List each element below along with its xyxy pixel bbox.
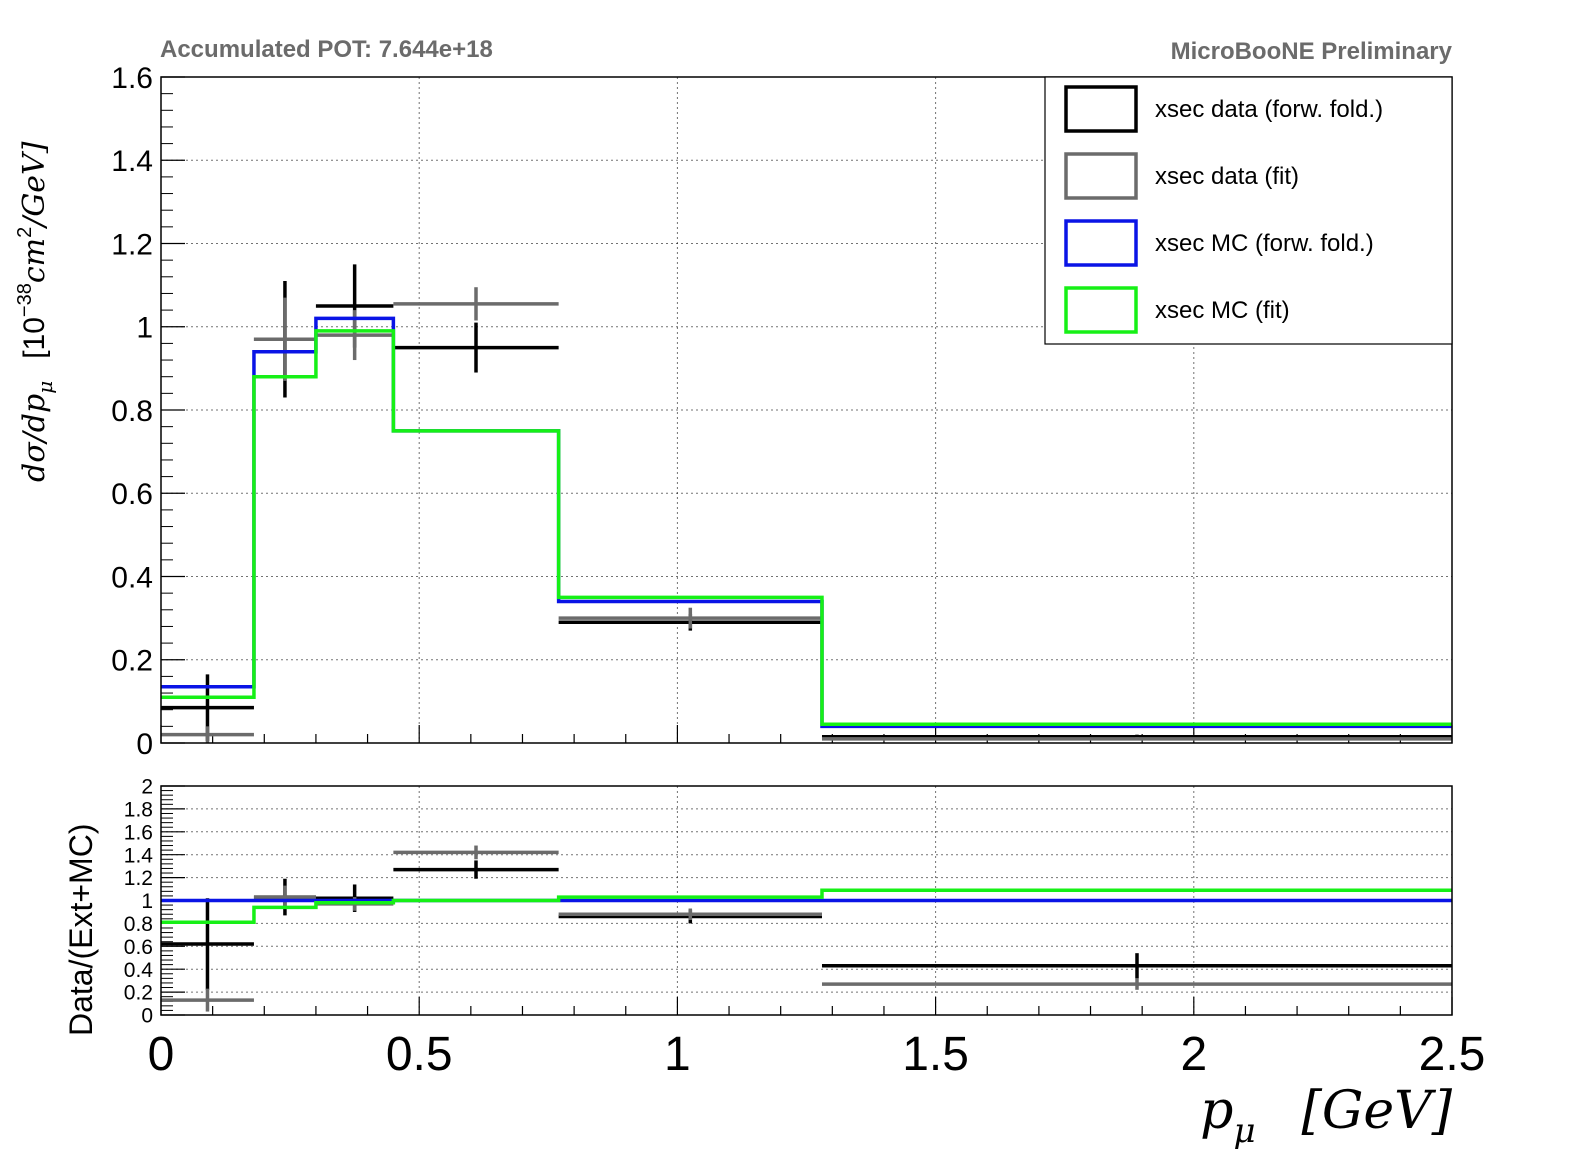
top-y-tick-label: 1 <box>136 312 153 345</box>
bot-y-tick-label: 0.4 <box>124 959 154 982</box>
top-panel-series <box>161 264 1452 743</box>
top-data-point-fit <box>821 737 1452 741</box>
legend-swatch <box>1064 85 1138 133</box>
top-panel-ticks: 0 0.2 0.4 0.6 0.8 1 1.2 1.4 1.6 <box>111 62 1453 761</box>
bot-y-tick-label: 0 <box>141 1005 153 1028</box>
bot-y-tick-label: 0.2 <box>124 982 153 1005</box>
preliminary-header: MicroBooNE Preliminary <box>1171 38 1453 65</box>
x-tick-label: 2 <box>1180 1028 1207 1081</box>
legend-label: xsec MC (forw. fold.) <box>1155 230 1374 257</box>
bot-y-tick-label: 0.6 <box>124 936 153 959</box>
x-tick-label: 1 <box>664 1028 691 1081</box>
bot-data-point-fit <box>393 845 559 860</box>
bot-data-point-fit <box>821 978 1452 990</box>
bot-data-point-forw-fold <box>393 860 559 879</box>
legend-entry: xsec MC (fit) <box>1064 286 1290 334</box>
bot-y-tick-label: 1.4 <box>124 844 154 867</box>
bot-data-point-fit <box>558 908 822 920</box>
legend-swatch <box>1064 219 1138 267</box>
legend-box <box>1044 76 1453 345</box>
top-y-tick-label: 1.2 <box>111 228 153 261</box>
top-y-axis-label: dσ/dpμ[10−38cm2/GeV] <box>14 141 57 482</box>
top-y-tick-label: 0.8 <box>111 395 153 428</box>
legend: xsec data (forw. fold.) xsec data (fit) xs… <box>1044 76 1453 345</box>
top-y-tick-label: 0 <box>136 728 153 761</box>
top-y-tick-label: 1.4 <box>111 145 153 178</box>
bot-data-point-forw-fold <box>161 898 254 990</box>
legend-swatch <box>1064 286 1138 334</box>
bot-step-line-mc-fit <box>161 888 1452 925</box>
top-step-line-mc-fit <box>161 329 1452 727</box>
x-tick-label: 2.5 <box>1419 1028 1486 1081</box>
bot-y-tick-label: 2 <box>141 776 153 799</box>
ratio-panel-ticks: 00.20.40.60.811.21.41.61.820 0.5 1 1.5 2 2.5 <box>124 776 1486 1081</box>
bot-data-point-fit <box>253 885 316 909</box>
pot-header: Accumulated POT: 7.644e+18 <box>160 36 493 63</box>
top-data-point-forw-fold <box>393 322 559 373</box>
bot-y-tick-label: 1 <box>141 890 153 913</box>
top-y-tick-label: 1.6 <box>111 62 153 95</box>
top-data-point-fit <box>161 726 254 743</box>
ratio-panel-frame <box>160 785 1453 1016</box>
top-panel-frame <box>160 76 1453 744</box>
ratio-y-axis-label: Data/(Ext+MC) <box>63 824 99 1036</box>
bot-data-point-forw-fold <box>821 953 1452 979</box>
x-tick-label: 0 <box>148 1028 175 1081</box>
top-step-line-mc-forw-fold <box>161 316 1452 729</box>
ratio-panel-series <box>161 845 1452 1012</box>
x-tick-label: 1.5 <box>902 1028 969 1081</box>
top-data-point-fit <box>558 607 822 629</box>
top-data-point-fit <box>393 287 559 321</box>
legend-swatch <box>1064 152 1138 200</box>
top-y-tick-label: 0.4 <box>111 561 153 594</box>
bot-y-tick-label: 1.8 <box>124 798 153 821</box>
legend-label: xsec MC (fit) <box>1155 297 1290 324</box>
legend-entry: xsec data (fit) <box>1064 152 1299 200</box>
bot-y-tick-label: 0.8 <box>124 913 153 936</box>
top-data-point-fit <box>253 297 316 381</box>
bot-y-tick-label: 1.6 <box>124 821 153 844</box>
legend-entry: xsec data (forw. fold.) <box>1064 85 1383 133</box>
top-y-tick-label: 0.6 <box>111 478 153 511</box>
x-tick-label: 0.5 <box>386 1028 453 1081</box>
top-y-tick-label: 0.2 <box>111 645 153 678</box>
legend-entry: xsec MC (forw. fold.) <box>1064 219 1374 267</box>
x-axis-label: pμ [GeV] <box>1200 1081 1453 1151</box>
bot-data-point-fit <box>161 988 254 1012</box>
legend-label: xsec data (forw. fold.) <box>1155 96 1383 123</box>
bot-y-tick-label: 1.2 <box>124 867 153 890</box>
legend-label: xsec data (fit) <box>1155 163 1299 190</box>
